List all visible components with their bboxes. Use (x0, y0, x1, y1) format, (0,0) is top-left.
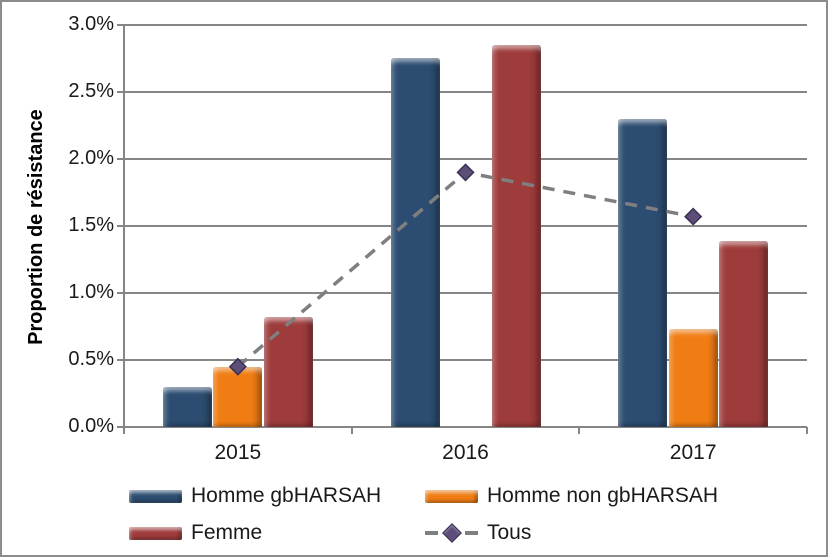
legend-label: Homme gbHARSAH (191, 484, 382, 507)
y-axis-tickmark (117, 24, 124, 26)
x-axis-tick-label: 2015 (214, 441, 262, 464)
x-axis-tickmark (806, 427, 808, 434)
x-axis-tick-label: 2016 (442, 441, 489, 464)
legend-label: Tous (487, 521, 532, 544)
diamond-marker (684, 207, 703, 226)
dash-icon (425, 531, 438, 535)
x-axis-tickmark (123, 427, 125, 434)
legend-item-tous: Tous (425, 520, 531, 546)
bar-homme-gbharsah (391, 58, 440, 427)
bar-homme-gbharsah (618, 119, 667, 427)
bar-homme-non-gbharsah (213, 367, 262, 427)
y-axis-tickmark (117, 158, 124, 160)
gridline (124, 24, 807, 26)
y-axis-tickmark (117, 91, 124, 93)
gridline (124, 158, 807, 160)
y-axis-tickmark (117, 359, 124, 361)
legend-item-femme: Femme (129, 520, 262, 546)
legend-item-homme-non-gbharsah: Homme non gbHARSAH (425, 483, 718, 509)
y-axis-tickmark (117, 426, 124, 428)
diamond-marker (456, 163, 475, 182)
y-axis-tickmark (117, 292, 124, 294)
legend-label: Homme non gbHARSAH (487, 484, 719, 507)
y-axis-tick-label: 1.5% (68, 214, 114, 236)
legend-label: Femme (191, 521, 263, 544)
bar-homme-gbharsah (163, 387, 212, 427)
gridline (124, 292, 807, 294)
y-axis-tick-label: 2.5% (68, 80, 114, 102)
x-axis-tickmark (578, 427, 580, 434)
bar-femme (719, 241, 768, 427)
legend-swatch (425, 489, 478, 503)
bar-femme (492, 45, 541, 427)
y-axis-tick-label: 0.0% (68, 415, 114, 437)
dash-icon (465, 531, 478, 535)
x-axis-tick-label: 2017 (669, 441, 717, 464)
bar-femme (264, 317, 313, 427)
legend-item-homme-gbharsah: Homme gbHARSAH (129, 483, 381, 509)
bar-homme-non-gbharsah (669, 329, 718, 427)
y-axis-tick-label: 3.0% (68, 13, 114, 35)
gridline (124, 91, 807, 93)
y-axis-tick-label: 1.0% (68, 281, 114, 303)
diamond-icon (441, 523, 462, 543)
legend-swatch (129, 489, 182, 503)
y-axis-tick-label: 0.5% (68, 348, 114, 370)
y-axis-tick-label: 2.0% (68, 147, 114, 169)
x-axis-tickmark (351, 427, 353, 434)
legend-swatch (129, 526, 182, 540)
y-axis-tickmark (117, 225, 124, 227)
legend-line-key (425, 523, 478, 543)
y-axis-line (123, 25, 125, 429)
x-axis-line (124, 426, 807, 428)
gridline (124, 225, 807, 227)
